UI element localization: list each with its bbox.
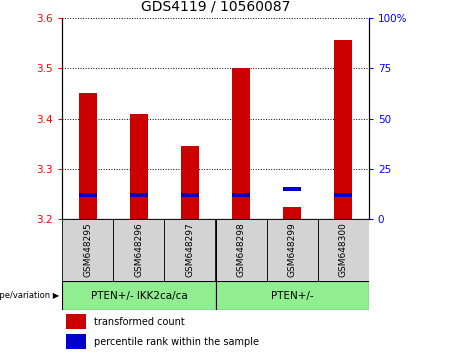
Bar bbox=[62, 281, 216, 310]
Bar bbox=[318, 219, 369, 281]
Bar bbox=[283, 187, 301, 191]
Bar bbox=[181, 193, 199, 197]
Text: GSM648299: GSM648299 bbox=[288, 223, 297, 277]
Bar bbox=[130, 114, 148, 219]
Bar bbox=[283, 207, 301, 219]
Text: PTEN+/- IKK2ca/ca: PTEN+/- IKK2ca/ca bbox=[90, 291, 187, 301]
Bar bbox=[232, 68, 250, 219]
Bar bbox=[79, 193, 97, 197]
Bar bbox=[181, 146, 199, 219]
Text: percentile rank within the sample: percentile rank within the sample bbox=[94, 337, 259, 347]
Bar bbox=[113, 219, 165, 281]
Text: genotype/variation ▶: genotype/variation ▶ bbox=[0, 291, 59, 300]
Text: PTEN+/-: PTEN+/- bbox=[271, 291, 313, 301]
Bar bbox=[130, 193, 148, 197]
Bar bbox=[216, 281, 369, 310]
Bar bbox=[79, 93, 97, 219]
Bar bbox=[216, 219, 266, 281]
Bar bbox=[165, 219, 215, 281]
Bar bbox=[334, 40, 352, 219]
Text: GSM648297: GSM648297 bbox=[185, 223, 195, 277]
Bar bbox=[334, 193, 352, 197]
Bar bbox=[62, 219, 113, 281]
Bar bbox=[232, 193, 250, 197]
Bar bbox=[66, 334, 86, 348]
Title: GDS4119 / 10560087: GDS4119 / 10560087 bbox=[141, 0, 290, 14]
Text: GSM648295: GSM648295 bbox=[83, 223, 92, 277]
Text: GSM648296: GSM648296 bbox=[134, 223, 143, 277]
Bar bbox=[266, 219, 318, 281]
Bar bbox=[66, 314, 86, 329]
Text: GSM648298: GSM648298 bbox=[236, 223, 246, 277]
Text: transformed count: transformed count bbox=[94, 317, 184, 327]
Text: GSM648300: GSM648300 bbox=[339, 223, 348, 278]
